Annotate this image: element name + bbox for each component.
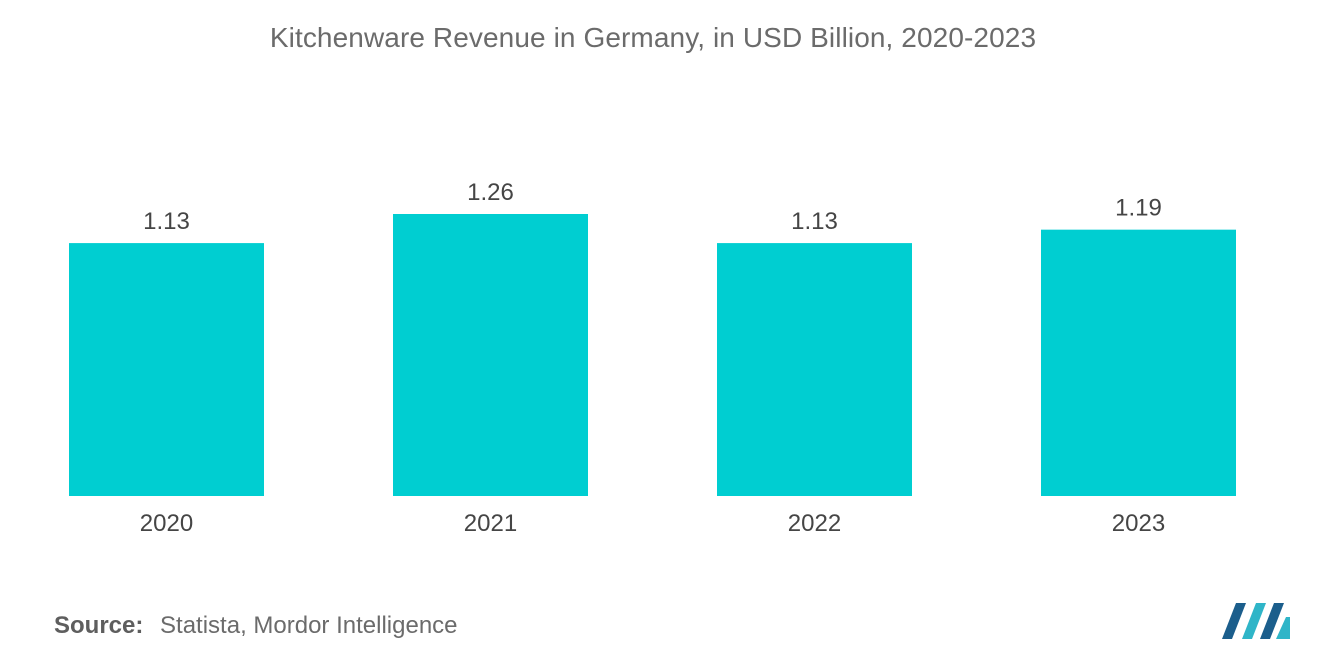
logo-accent-stroke bbox=[1276, 617, 1290, 639]
bar-2022 bbox=[717, 243, 912, 496]
source-label: Source: bbox=[54, 612, 144, 639]
x-tick-2021: 2021 bbox=[464, 510, 517, 537]
x-tick-2023: 2023 bbox=[1112, 510, 1165, 537]
value-labels-group: 1.13 1.26 1.13 1.19 bbox=[143, 179, 1162, 235]
bar-2023 bbox=[1041, 229, 1236, 496]
source-text: Statista, Mordor Intelligence bbox=[160, 612, 458, 639]
x-tick-2022: 2022 bbox=[788, 510, 841, 537]
bar-chart: 1.13 1.26 1.13 1.19 2020 2021 2022 2023 bbox=[69, 179, 1236, 537]
value-label-2023: 1.19 bbox=[1115, 195, 1162, 222]
logo-right-stroke bbox=[1260, 603, 1284, 639]
value-label-2022: 1.13 bbox=[791, 208, 838, 235]
x-axis-tick-labels: 2020 2021 2022 2023 bbox=[140, 510, 1165, 537]
x-tick-2020: 2020 bbox=[140, 510, 193, 537]
source-note: Source: Statista, Mordor Intelligence bbox=[54, 612, 458, 640]
chart-title: Kitchenware Revenue in Germany, in USD B… bbox=[269, 22, 1037, 53]
bar-2021 bbox=[393, 214, 588, 496]
bars-group bbox=[69, 214, 1236, 496]
mordor-intelligence-logo bbox=[1222, 603, 1290, 639]
value-label-2020: 1.13 bbox=[143, 208, 190, 235]
logo-middle-stroke bbox=[1242, 603, 1266, 639]
bar-2020 bbox=[69, 243, 264, 496]
value-label-2021: 1.26 bbox=[467, 179, 514, 206]
logo-left-stroke bbox=[1222, 603, 1246, 639]
